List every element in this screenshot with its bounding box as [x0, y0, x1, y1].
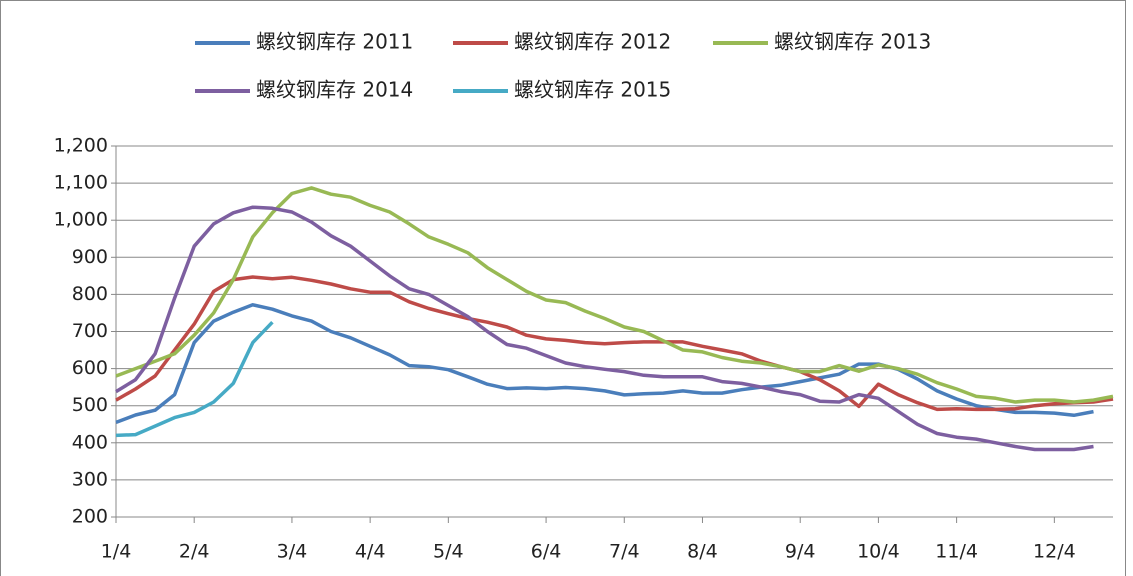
series-line — [115, 320, 274, 438]
legend-label: 螺纹钢库存 2015 — [514, 78, 671, 102]
x-tick-label: 11/4 — [935, 541, 978, 563]
x-tick-label: 10/4 — [857, 541, 900, 563]
y-tick-label: 300 — [72, 468, 108, 490]
x-tick-label: 1/4 — [101, 541, 132, 563]
y-tick-label: 800 — [72, 283, 108, 305]
x-tick-label: 9/4 — [785, 541, 816, 563]
x-tick-label: 7/4 — [609, 541, 640, 563]
x-tick-label: 4/4 — [355, 541, 386, 563]
legend-label: 螺纹钢库存 2012 — [514, 30, 671, 54]
series-line — [115, 275, 1114, 412]
y-tick-label: 900 — [72, 246, 108, 268]
y-tick-label: 500 — [72, 394, 108, 416]
y-tick-label: 1,100 — [54, 172, 108, 194]
x-tick-label: 12/4 — [1033, 541, 1076, 563]
x-tick-label: 3/4 — [277, 541, 308, 563]
x-tick-label: 8/4 — [687, 541, 718, 563]
y-tick-label: 200 — [72, 506, 108, 528]
y-tick-label: 400 — [72, 431, 108, 453]
y-tick-label: 700 — [72, 320, 108, 342]
series-line — [115, 186, 1114, 404]
series-line — [115, 303, 1094, 425]
legend-label: 螺纹钢库存 2013 — [774, 30, 931, 54]
x-tick-label: 2/4 — [179, 541, 210, 563]
y-tick-label: 1,200 — [54, 135, 108, 157]
x-tick-label: 6/4 — [531, 541, 562, 563]
legend-label: 螺纹钢库存 2011 — [256, 30, 413, 54]
series-line — [115, 205, 1094, 452]
x-tick-label: 5/4 — [433, 541, 464, 563]
y-tick-label: 1,000 — [54, 209, 108, 231]
y-tick-label: 600 — [72, 357, 108, 379]
legend: 螺纹钢库存 2011 螺纹钢库存 2012 螺纹钢库存 2013 螺纹钢库存 2014… — [195, 30, 931, 102]
legend-label: 螺纹钢库存 2014 — [256, 78, 413, 102]
